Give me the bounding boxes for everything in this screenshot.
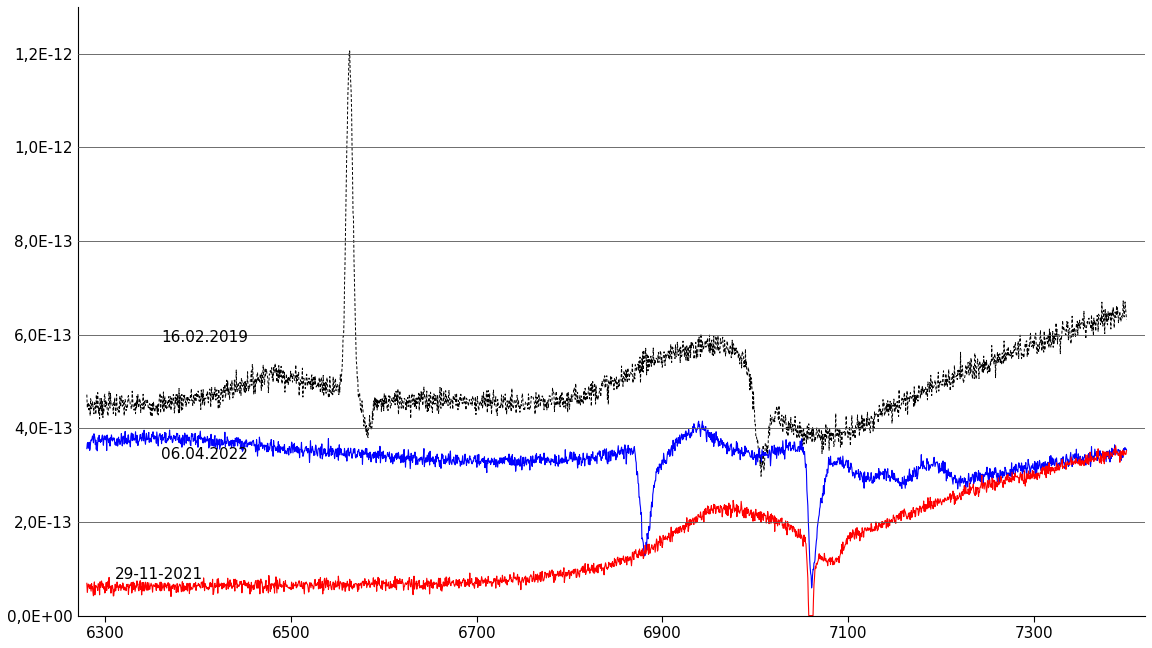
Text: 16.02.2019: 16.02.2019 [161, 330, 248, 345]
Text: 06.04.2022: 06.04.2022 [161, 446, 248, 462]
Text: 29-11-2021: 29-11-2021 [115, 567, 203, 582]
